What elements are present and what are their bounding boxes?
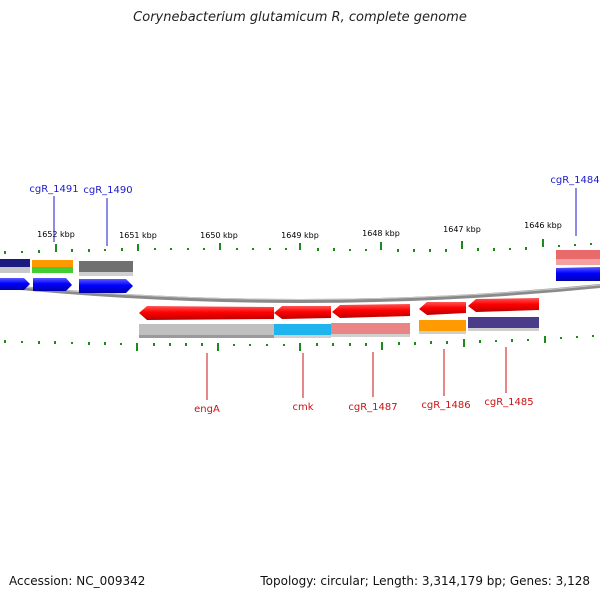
- accession-text: Accession: NC_009342: [9, 574, 146, 588]
- gene-label-cgR-1485[interactable]: cgR_1485: [484, 397, 533, 408]
- gene-label-cgR-1486[interactable]: cgR_1486: [421, 400, 470, 411]
- gene-arrow-cmk[interactable]: [274, 306, 331, 319]
- gene-label-cmk[interactable]: cmk: [292, 402, 313, 413]
- gene-arrow-cgR-1485[interactable]: [468, 298, 539, 312]
- gene-arrow-engA[interactable]: [139, 306, 274, 320]
- feature-grey-stripe: [0, 267, 30, 273]
- scale-label: 1648 kbp: [362, 229, 400, 238]
- gene-label-cgR-1491[interactable]: cgR_1491: [29, 184, 78, 195]
- gene-arrow-cgR-1487[interactable]: [332, 304, 410, 318]
- feature-salmon-block[interactable]: [556, 250, 600, 259]
- feature-cgR-1485-bar[interactable]: [468, 317, 539, 329]
- scale-label: 1650 kbp: [200, 231, 238, 240]
- gene-label-cgR-1490[interactable]: cgR_1490: [83, 185, 132, 196]
- scale-label: 1647 kbp: [443, 225, 481, 234]
- genome-backbone: [0, 284, 600, 303]
- feature-green-block[interactable]: [32, 267, 73, 273]
- genome-summary-text: Topology: circular; Length: 3,314,179 bp…: [260, 574, 590, 588]
- feature-cmk-bar[interactable]: [274, 324, 331, 336]
- feature-darkgrey-block[interactable]: [79, 261, 133, 272]
- scale-label: 1651 kbp: [119, 231, 157, 240]
- gene-arrow-cgR-1486[interactable]: [419, 302, 466, 315]
- scale-label: 1652 kbp: [37, 230, 75, 239]
- feature-cgR-1486-bar[interactable]: [419, 320, 466, 332]
- gene-label-engA[interactable]: engA: [194, 404, 220, 415]
- bottom-scale-ticks: [4, 335, 594, 351]
- feature-cgR-1487-bar[interactable]: [331, 323, 410, 335]
- feature-engA-bar[interactable]: [139, 324, 274, 336]
- scale-label: 1646 kbp: [524, 221, 562, 230]
- gene-arrow-cgR-1490[interactable]: [79, 279, 133, 293]
- gene-label-cgR-1487[interactable]: cgR_1487: [348, 402, 397, 413]
- feature-orange-block[interactable]: [32, 260, 73, 267]
- scale-label: 1649 kbp: [281, 231, 319, 240]
- gene-arrow-cgR-1484[interactable]: [556, 267, 600, 281]
- gene-label-cgR-1484[interactable]: cgR_1484: [550, 175, 599, 186]
- gene-arrow-cgR-1491[interactable]: [33, 278, 72, 291]
- feature-navy-block[interactable]: [0, 259, 30, 267]
- feature-salmon-light: [556, 259, 600, 265]
- genome-title: Corynebacterium glutamicum R, complete g…: [133, 10, 467, 25]
- top-scale-ticks: [4, 239, 592, 254]
- gene-arrow-forward[interactable]: [0, 278, 30, 290]
- feature-lightgrey-stripe: [79, 272, 133, 276]
